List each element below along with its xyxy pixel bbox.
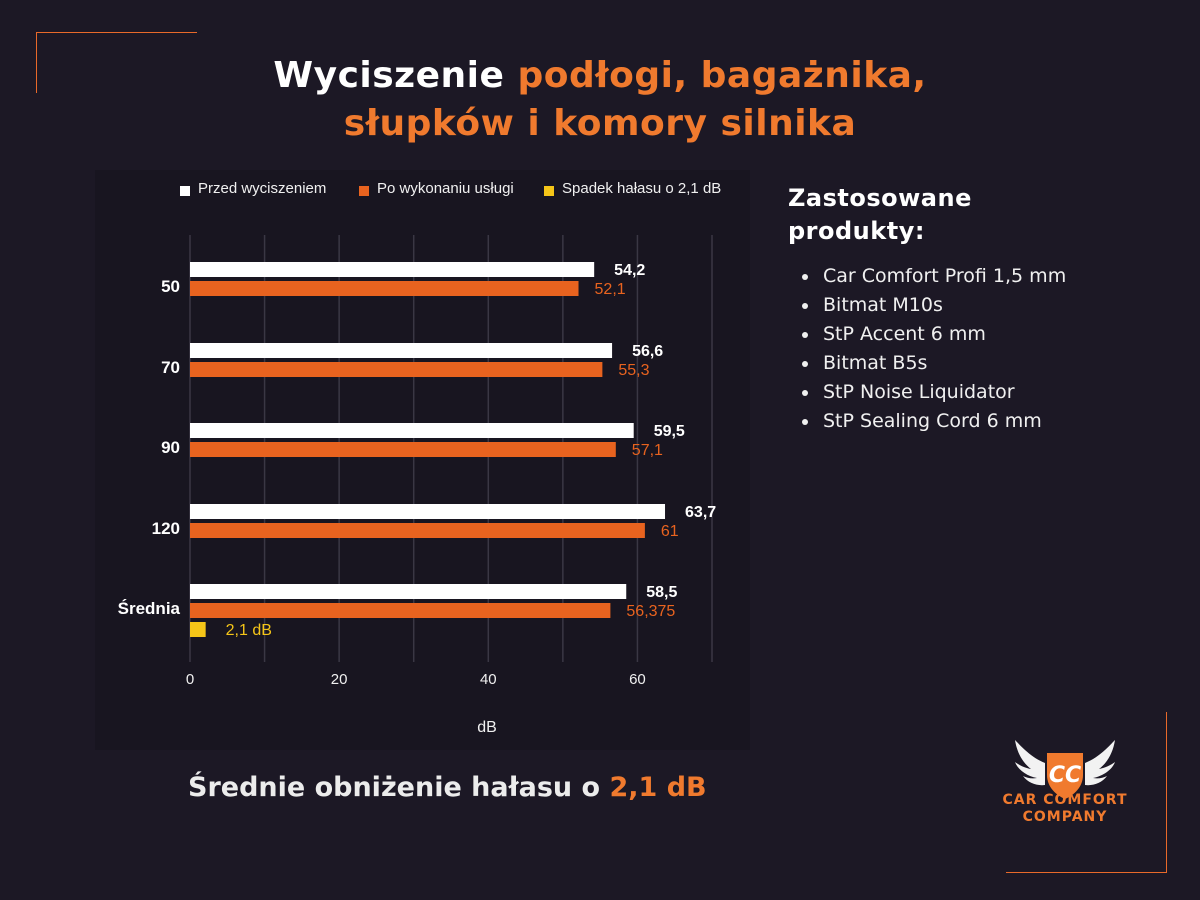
product-item: StP Noise Liquidator — [802, 378, 1066, 407]
category-label: 70 — [161, 358, 180, 377]
products-heading-line-2: produkty: — [788, 217, 925, 245]
category-label: 120 — [152, 519, 180, 538]
bar-after — [190, 523, 645, 538]
logo-line-2: COMPANY — [1022, 809, 1108, 825]
wings-icon — [1015, 740, 1115, 786]
product-name: StP Noise Liquidator — [823, 381, 1015, 403]
bar-after — [190, 603, 611, 618]
logo-wordmark: CAR COMFORT COMPANY — [975, 792, 1155, 826]
data-label: 57,1 — [632, 442, 663, 459]
title-part-white: Wyciszenie — [273, 55, 518, 96]
products-heading-line-1: Zastosowane — [788, 184, 972, 212]
data-label: 56,375 — [626, 603, 675, 620]
category-label: 90 — [161, 438, 180, 457]
product-name: Bitmat B5s — [823, 352, 928, 374]
x-tick-label: 60 — [629, 671, 646, 688]
product-name: Car Comfort Profi 1,5 mm — [823, 265, 1067, 287]
product-item: StP Sealing Cord 6 mm — [802, 407, 1066, 436]
product-name: Bitmat M10s — [823, 294, 943, 316]
legend-swatch-drop — [544, 186, 554, 196]
x-tick-label: 0 — [186, 671, 194, 688]
bullet-icon — [802, 390, 808, 396]
summary-text: Średnie obniżenie hałasu o 2,1 dB — [188, 772, 707, 803]
legend-label-after: Po wykonaniu usługi — [377, 180, 514, 197]
data-label: 63,7 — [685, 504, 716, 521]
legend-label-before: Przed wyciszeniem — [198, 180, 327, 197]
title-part-orange: podłogi, bagażnika, — [517, 55, 927, 96]
x-tick-label: 40 — [480, 671, 497, 688]
title-line-2: słupków i komory silnika — [343, 103, 857, 144]
legend-swatch-after — [359, 186, 369, 196]
bullet-icon — [802, 274, 808, 280]
data-label: 58,5 — [646, 584, 677, 601]
product-item: Car Comfort Profi 1,5 mm — [802, 262, 1066, 291]
x-axis-label: dB — [477, 719, 497, 736]
bullet-icon — [802, 332, 808, 338]
products-heading: Zastosowane produkty: — [788, 182, 1108, 248]
data-label: 59,5 — [654, 423, 685, 440]
data-label: 54,2 — [614, 262, 645, 279]
product-name: StP Sealing Cord 6 mm — [823, 410, 1042, 432]
bar-before — [190, 343, 613, 358]
category-label: 50 — [161, 277, 180, 296]
bar-before — [190, 262, 595, 277]
page-title: Wyciszenie podłogi, bagażnika, słupków i… — [0, 52, 1200, 148]
data-label: 2,1 dB — [226, 622, 272, 639]
legend-label-drop: Spadek hałasu o 2,1 dB — [562, 180, 722, 197]
logo-monogram: CC — [1049, 763, 1081, 788]
bar-before — [190, 584, 627, 599]
x-tick-label: 20 — [331, 671, 348, 688]
product-item: Bitmat M10s — [802, 291, 1066, 320]
legend-swatch-before — [180, 186, 190, 196]
product-item: StP Accent 6 mm — [802, 320, 1066, 349]
bar-before — [190, 504, 666, 519]
company-logo: CC — [1015, 740, 1115, 799]
summary-value: 2,1 dB — [609, 772, 707, 803]
bar-after — [190, 362, 603, 377]
shield-icon — [1047, 753, 1083, 799]
data-label: 55,3 — [618, 362, 649, 379]
product-item: Bitmat B5s — [802, 349, 1066, 378]
bar-after — [190, 442, 616, 457]
data-label: 56,6 — [632, 343, 663, 360]
data-label: 52,1 — [595, 281, 626, 298]
bullet-icon — [802, 303, 808, 309]
bullet-icon — [802, 361, 808, 367]
data-label: 61 — [661, 523, 679, 540]
products-list: Car Comfort Profi 1,5 mm Bitmat M10s StP A… — [802, 262, 1066, 436]
bar-drop — [190, 622, 206, 637]
decorative-corner-bottom-right — [1006, 712, 1167, 873]
bullet-icon — [802, 419, 808, 425]
summary-label: Średnie obniżenie hałasu o — [188, 772, 610, 803]
product-name: StP Accent 6 mm — [823, 323, 986, 345]
category-label: Średnia — [118, 599, 181, 618]
logo-line-1: CAR COMFORT — [1002, 792, 1128, 808]
bar-after — [190, 281, 579, 296]
bar-before — [190, 423, 634, 438]
decorative-corner-top-left — [36, 32, 197, 93]
